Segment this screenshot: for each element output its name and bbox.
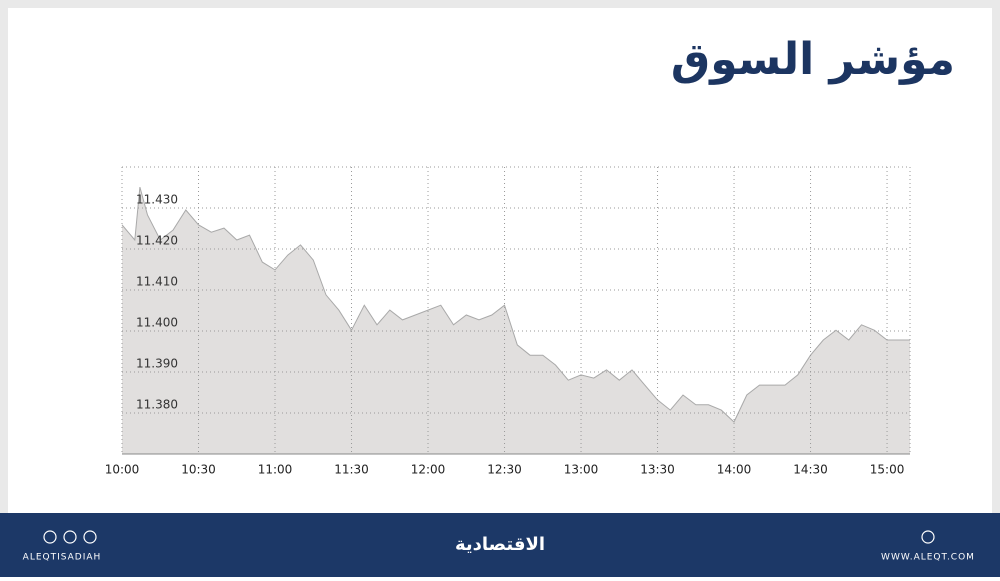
chart-title: مؤشر السوق: [671, 34, 955, 85]
x-tick-label: 10:00: [105, 463, 140, 477]
x-tick-label: 14:30: [793, 463, 828, 477]
x-tick-label: 15:00: [870, 463, 905, 477]
footer-logo: الاقتصادية: [455, 534, 545, 555]
x-tick-label: 14:00: [717, 463, 752, 477]
footer: [0, 513, 1000, 577]
x-tick-label: 11:00: [258, 463, 293, 477]
footer-handle: ALEQTISADIAH: [23, 553, 102, 563]
x-tick-label: 13:30: [640, 463, 675, 477]
x-tick-label: 10:30: [181, 463, 216, 477]
x-tick-label: 13:00: [564, 463, 599, 477]
x-tick-label: 12:30: [487, 463, 522, 477]
footer-url: WWW.ALEQT.COM: [881, 553, 975, 563]
y-tick-label: 11.410: [136, 275, 178, 289]
y-tick-label: 11.430: [136, 193, 178, 207]
y-tick-label: 11.420: [136, 234, 178, 248]
y-tick-label: 11.390: [136, 357, 178, 371]
y-tick-label: 11.400: [136, 316, 178, 330]
plot: 11.380 11.390 11.400 11.410 11.420 11.430 10:0…: [105, 166, 911, 477]
x-tick-label: 11:30: [334, 463, 369, 477]
x-tick-label: 12:00: [411, 463, 446, 477]
y-tick-label: 11.380: [136, 398, 178, 412]
area: [122, 187, 910, 454]
social-icons: [43, 530, 935, 544]
line: [121, 186, 910, 423]
